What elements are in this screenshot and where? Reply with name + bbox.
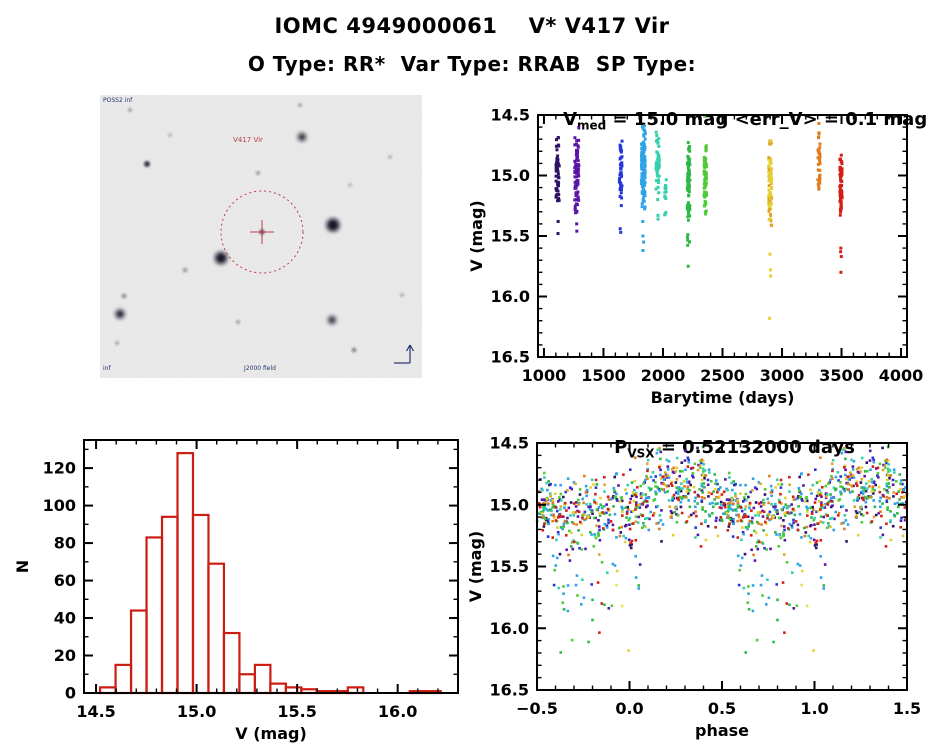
x-tick-label: 0.5 — [708, 699, 736, 718]
y-tick-label: 80 — [54, 534, 76, 553]
x-tick-label: 16.0 — [378, 702, 417, 721]
star — [348, 183, 352, 187]
star — [115, 309, 125, 319]
hist-bar — [269, 682, 287, 695]
star — [256, 171, 260, 175]
finder-image — [100, 95, 422, 378]
finder-chart: POSS2 inf V417 Vir inf J2000 field — [100, 95, 422, 378]
x-axis-label: Barytime (days) — [651, 388, 795, 407]
star — [215, 252, 227, 264]
x-axis-label: V (mag) — [235, 724, 307, 743]
lightcurve-canvas: 1000 1500 2000 2500 3000 3500 4000 14.5 15.0 15.5… — [467, 106, 924, 408]
hist-bar — [176, 452, 195, 695]
star — [168, 133, 172, 137]
y-axis-label: V (mag) — [467, 200, 486, 272]
star — [182, 267, 188, 273]
page-title: IOMC 4949000061 V* V417 Vir — [274, 14, 670, 38]
star — [121, 293, 127, 299]
x-tick-label: 4000 — [879, 366, 924, 385]
x-tick-label: −0.5 — [516, 699, 558, 718]
hist-bar — [145, 536, 164, 695]
y-axis-label: N — [13, 560, 32, 573]
finder-survey-label: POSS2 inf — [103, 97, 133, 104]
star — [328, 316, 336, 324]
star — [298, 103, 302, 107]
y-tick-label: 40 — [54, 609, 76, 628]
star — [144, 161, 150, 167]
y-tick-label: 16.0 — [491, 287, 530, 306]
y-tick-label: 16.5 — [490, 681, 529, 700]
lightcurve-title-sub: med — [577, 118, 607, 133]
hist-bar — [222, 631, 241, 695]
x-tick-label: 14.5 — [76, 702, 115, 721]
target-circle — [220, 190, 304, 274]
y-tick-label: 0 — [65, 684, 76, 703]
x-tick-label: 3000 — [760, 366, 805, 385]
y-tick-label: 16.5 — [491, 348, 530, 367]
hist-bar — [207, 562, 226, 695]
hist-bar — [129, 609, 148, 695]
finder-target-label: V417 Vir — [233, 136, 263, 144]
star — [236, 320, 240, 324]
hist-bar — [191, 513, 210, 695]
star — [298, 133, 306, 141]
y-tick-label: 14.5 — [490, 434, 529, 453]
x-tick-label: 2000 — [641, 366, 686, 385]
y-tick-label: 15.0 — [490, 495, 529, 514]
phase-plot: −0.5 0.0 0.5 1.0 1.5 14.5 15.0 15.5 16.0 16.5 phas… — [462, 415, 932, 745]
hist-bar — [114, 663, 133, 695]
y-tick-label: 60 — [54, 571, 76, 590]
y-tick-label: 120 — [43, 459, 76, 478]
x-tick-label: 3500 — [819, 366, 864, 385]
y-tick-label: 15.5 — [490, 557, 529, 576]
x-tick-label: 15.5 — [277, 702, 316, 721]
x-tick-label: 1.5 — [893, 699, 921, 718]
y-tick-label: 100 — [43, 496, 76, 515]
page-subtitle: O Type: RR* Var Type: RRAB SP Type: — [247, 52, 697, 76]
y-tick-label: 16.0 — [490, 619, 529, 638]
x-tick-label: 1.0 — [800, 699, 828, 718]
compass-icon — [394, 344, 415, 364]
x-tick-label: 0.0 — [615, 699, 643, 718]
star — [351, 347, 357, 353]
y-tick-label: 15.5 — [491, 227, 530, 246]
x-tick-label: 2500 — [700, 366, 745, 385]
finder-bottomcenter-label: J2000 field — [244, 365, 276, 372]
star — [388, 155, 392, 159]
histogram-plot: 14.5 15.0 15.5 16.0 0 20 40 60 80 100 120 V (mag) N — [9, 412, 483, 747]
hist-bar — [160, 515, 179, 695]
y-axis-label: V (mag) — [466, 531, 485, 603]
hist-bar — [238, 673, 257, 695]
y-tick-label: 20 — [54, 646, 76, 665]
x-tick-label: 1500 — [581, 366, 626, 385]
y-tick-label: 14.5 — [491, 106, 530, 125]
finder-bottomleft-label: inf — [103, 365, 111, 372]
histogram-canvas: 14.5 15.0 15.5 16.0 0 20 40 60 80 100 120 V (mag) N — [13, 439, 459, 743]
x-axis-label: phase — [695, 721, 749, 740]
star — [400, 293, 404, 297]
phase-canvas: −0.5 0.0 0.5 1.0 1.5 14.5 15.0 15.5 16.0 16.5 phas… — [466, 434, 921, 741]
star — [326, 218, 340, 232]
x-tick-label: 1000 — [522, 366, 567, 385]
lightcurve-plot: 1000 1500 2000 2500 3000 3500 4000 14.5 15.0 15.5… — [463, 87, 932, 412]
y-tick-label: 15.0 — [491, 166, 530, 185]
x-tick-label: 15.0 — [177, 702, 216, 721]
star — [128, 108, 132, 112]
star — [115, 341, 119, 345]
